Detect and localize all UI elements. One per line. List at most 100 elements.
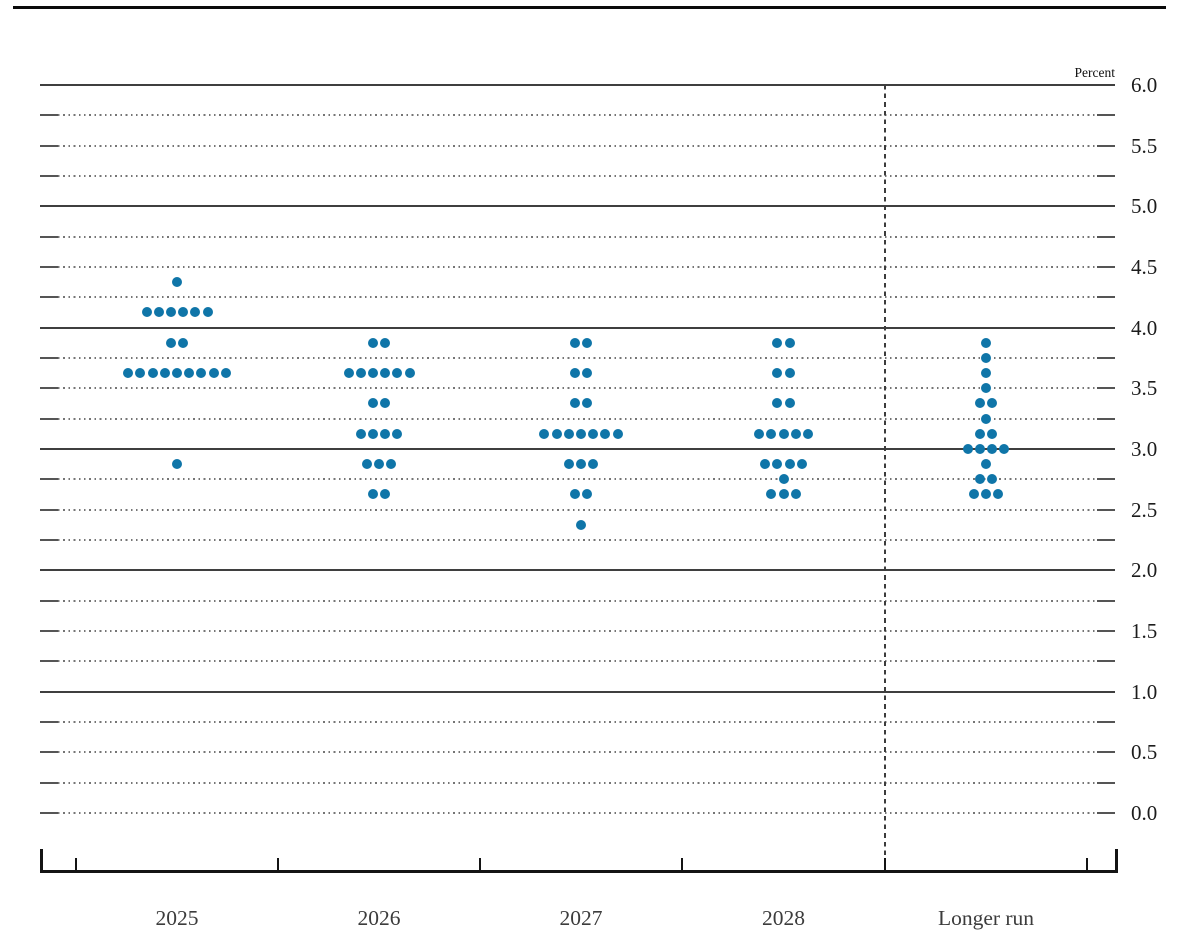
projection-dot: [367, 398, 378, 409]
projection-dot: [766, 428, 777, 439]
x-axis-tick: [276, 858, 280, 870]
projection-dot: [159, 368, 170, 379]
gridline-minor: [58, 751, 1097, 754]
projection-dot: [981, 368, 991, 379]
projection-dot: [766, 489, 777, 500]
projection-dot: [576, 519, 586, 530]
gridline-right-tick: [1097, 175, 1115, 177]
gridline-left-tick: [40, 630, 58, 632]
projection-dot: [582, 368, 593, 379]
gridline-minor: [58, 721, 1097, 723]
gridline-major: [40, 84, 1115, 86]
projection-dot: [569, 368, 580, 379]
projection-dot: [772, 398, 783, 409]
projection-dot: [380, 337, 391, 348]
y-axis-tick-label: 3.5: [1131, 376, 1158, 401]
gridline-minor: [58, 357, 1097, 359]
gridline-right-tick: [1097, 357, 1115, 359]
x-axis-label: 2028: [762, 906, 805, 930]
projection-dot: [784, 459, 795, 470]
gridline-minor: [58, 539, 1097, 541]
gridline-minor: [58, 478, 1097, 481]
x-axis-tick: [478, 858, 482, 870]
gridline-right-tick: [1097, 660, 1115, 663]
projection-dot: [987, 443, 998, 454]
projection-dot: [386, 459, 397, 470]
projection-dot: [380, 398, 391, 409]
x-axis-label: Longer run: [937, 906, 1035, 930]
projection-dot: [165, 337, 176, 348]
x-axis-label: 2025: [155, 906, 199, 930]
projection-dot: [974, 428, 985, 439]
projection-dot: [563, 428, 574, 439]
projection-dot: [582, 489, 593, 500]
projection-dot: [123, 368, 134, 379]
gridline-right-tick: [1097, 114, 1115, 117]
gridline-major: [40, 448, 1115, 450]
projection-dot: [974, 443, 985, 454]
projection-dot: [196, 368, 207, 379]
projection-dot: [184, 368, 195, 379]
gridline-left-tick: [40, 114, 58, 117]
gridline-left-tick: [40, 266, 58, 268]
projection-dot: [153, 307, 164, 318]
projection-dot: [588, 428, 599, 439]
gridline-minor: [58, 144, 1097, 147]
projection-dot: [790, 428, 801, 439]
gridline-right-tick: [1097, 630, 1115, 632]
projection-dot: [968, 489, 979, 500]
projection-dot: [208, 368, 219, 379]
projection-dot: [569, 337, 580, 348]
gridline-right-tick: [1097, 539, 1115, 541]
projection-dot: [355, 368, 366, 379]
y-axis-tick-label: 2.5: [1131, 497, 1158, 522]
gridline-major: [40, 690, 1115, 693]
y-axis-tick-label: 3.0: [1131, 436, 1158, 461]
y-axis-tick-label: 2.0: [1131, 558, 1158, 583]
projection-dot: [772, 337, 783, 348]
gridline-left-tick: [40, 812, 58, 814]
projection-dot: [588, 459, 599, 470]
x-axis-tick: [883, 858, 887, 870]
projection-dot: [987, 398, 998, 409]
gridline-left-tick: [40, 235, 58, 238]
projection-dot: [563, 459, 574, 470]
x-axis-left-end-tick: [40, 849, 43, 870]
projection-dot: [172, 277, 182, 288]
gridline-left-tick: [40, 296, 58, 299]
projection-dot: [582, 337, 593, 348]
projection-dot: [784, 398, 795, 409]
projection-dot: [778, 489, 789, 500]
projection-dot: [974, 474, 985, 485]
y-axis-tick-label: 4.5: [1131, 254, 1158, 279]
projection-dot: [981, 337, 991, 348]
projection-dot: [981, 489, 991, 500]
projection-dot: [576, 428, 586, 439]
projection-dot: [974, 398, 985, 409]
gridline-left-tick: [40, 781, 58, 784]
gridline-minor: [58, 175, 1097, 177]
projection-dot: [190, 307, 201, 318]
projection-dot: [147, 368, 158, 379]
x-axis-tick: [74, 858, 78, 870]
projection-dot: [141, 307, 152, 318]
y-axis-tick-label: 6.0: [1131, 73, 1158, 97]
projection-dot: [539, 428, 550, 439]
projection-dot: [172, 368, 182, 379]
y-axis-tick-label: 1.0: [1131, 679, 1158, 704]
projection-dot: [355, 428, 366, 439]
gridline-minor: [58, 417, 1097, 420]
y-axis-tick-label: 0.5: [1131, 740, 1158, 765]
projection-dot: [343, 368, 354, 379]
gridline-minor: [58, 781, 1097, 784]
projection-dot: [993, 489, 1004, 500]
projection-dot: [999, 443, 1010, 454]
gridline-major: [40, 326, 1115, 329]
gridline-right-tick: [1097, 478, 1115, 481]
projection-dot: [981, 383, 991, 394]
gridline-left-tick: [40, 508, 58, 511]
projection-dot: [754, 428, 765, 439]
gridline-left-tick: [40, 721, 58, 723]
y-axis-tick-label: 1.5: [1131, 618, 1158, 643]
